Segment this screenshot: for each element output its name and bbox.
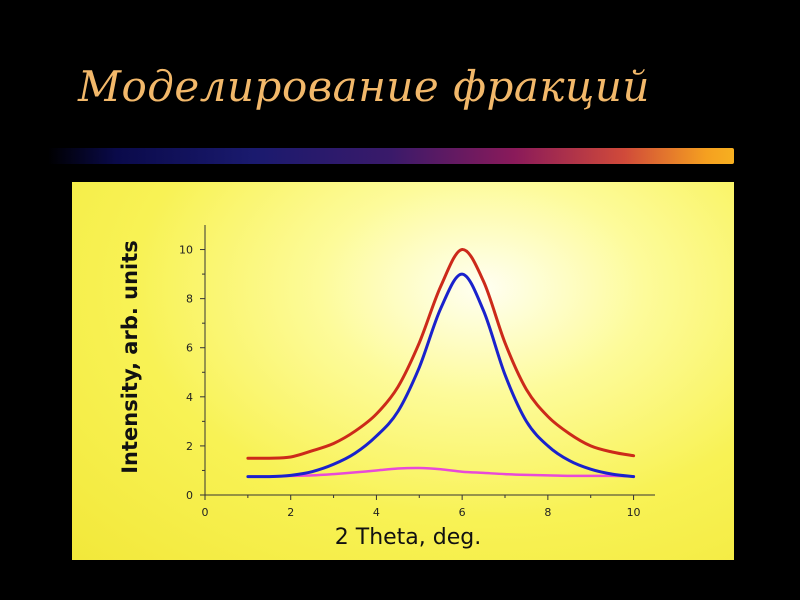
x-tick-label: 2	[287, 506, 294, 519]
axes: 0 2 4 6 8 10 0 2 4 6 8 10	[179, 225, 655, 519]
axis-labels: 2 Theta, deg. Intensity, arb. units	[118, 240, 481, 550]
x-tick-label: 0	[202, 506, 209, 519]
y-tick-label: 10	[179, 244, 193, 257]
series-line-1	[246, 248, 636, 460]
y-axis-title: Intensity, arb. units	[118, 240, 142, 474]
series-group	[246, 248, 636, 479]
line-chart: 0 2 4 6 8 10 0 2 4 6 8 10 2 Theta, deg. Intensity, …	[118, 225, 655, 550]
title-divider	[48, 148, 734, 164]
x-tick-label: 4	[373, 506, 380, 519]
y-tick-label: 8	[186, 293, 193, 306]
x-tick-label: 6	[459, 506, 466, 519]
y-tick-label: 0	[186, 489, 193, 502]
series-line-2	[246, 272, 636, 479]
x-tick-label: 8	[544, 506, 551, 519]
y-tick-label: 4	[186, 391, 193, 404]
x-axis-title: 2 Theta, deg.	[335, 525, 481, 550]
slide-title: Моделирование фракций	[78, 62, 650, 111]
series-line-3	[246, 466, 635, 478]
y-tick-label: 2	[186, 440, 193, 453]
x-tick-label: 10	[627, 506, 641, 519]
y-tick-label: 6	[186, 342, 193, 355]
chart-panel: 0 2 4 6 8 10 0 2 4 6 8 10 2 Theta, deg. Intensity, …	[72, 182, 734, 560]
